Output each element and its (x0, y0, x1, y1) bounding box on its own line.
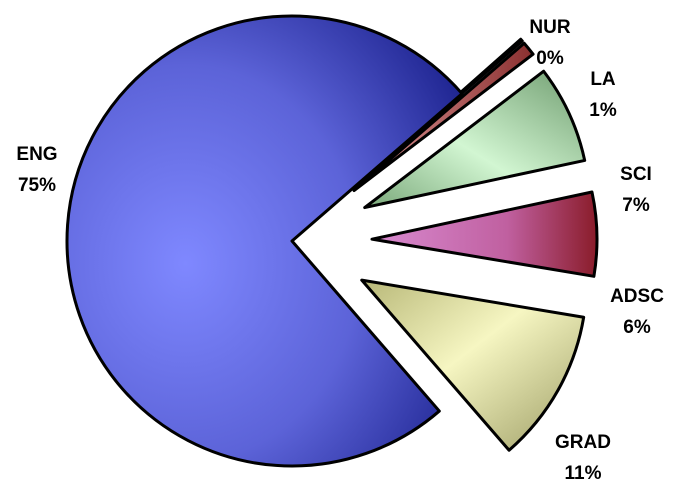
slice-percent-label-adsc: 6% (623, 317, 651, 338)
slice-category-label-sci: SCI (620, 164, 652, 185)
slice-percent-label-eng: 75% (18, 175, 56, 196)
slice-category-label-grad: GRAD (555, 432, 611, 453)
pie-slice-grad (360, 278, 586, 452)
pie-slice-la (352, 41, 535, 193)
slice-category-label-nur: NUR (529, 17, 570, 38)
pie-slice-adsc (370, 190, 599, 278)
slice-percent-label-nur: 0% (536, 48, 564, 69)
slice-category-label-eng: ENG (16, 144, 57, 165)
slice-category-label-la: LA (590, 69, 616, 90)
slice-percent-label-grad: 11% (565, 463, 602, 484)
slice-percent-label-la: 1% (589, 100, 617, 121)
pie-slice-sci (363, 69, 587, 210)
slice-category-label-adsc: ADSC (610, 286, 664, 307)
slice-percent-label-sci: 7% (622, 195, 650, 216)
pie-slice-eng (65, 14, 464, 468)
